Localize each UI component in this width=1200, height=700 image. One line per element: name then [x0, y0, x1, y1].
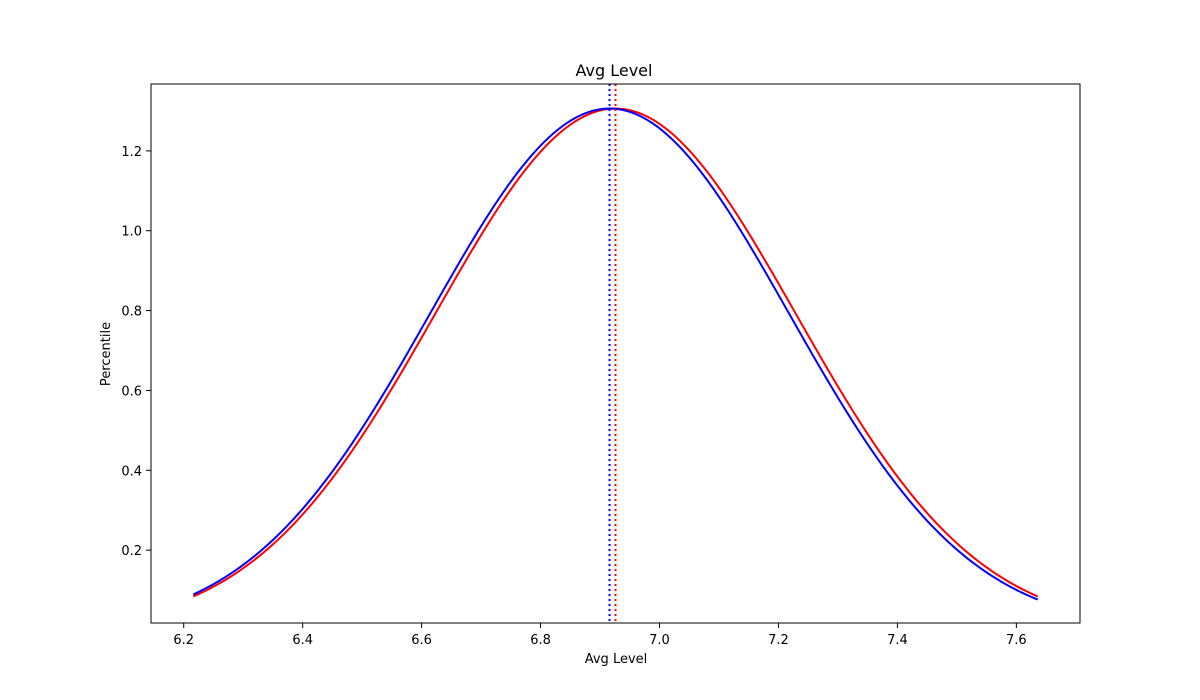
- y-tick-label: 1.2: [121, 145, 142, 160]
- x-tick-label: 6.4: [292, 633, 313, 648]
- series-line-2: [192, 107, 1039, 601]
- x-tick-label: 6.8: [530, 633, 551, 648]
- axes-frame: [150, 83, 1081, 624]
- x-tick-label: 6.2: [173, 633, 194, 648]
- y-tick-label: 0.2: [121, 544, 142, 559]
- y-tick-label: 0.8: [121, 305, 142, 320]
- y-tick-label: 0.4: [121, 464, 142, 479]
- x-axis: 6.2 6.4 6.6 6.8 7.0 7.2 7.4 7.6: [173, 623, 1027, 648]
- x-axis-label: Avg Level: [585, 652, 648, 667]
- y-axis-label: Percentile: [99, 322, 114, 386]
- x-tick-label: 7.6: [1006, 633, 1027, 648]
- y-tick-label: 1.0: [121, 225, 142, 240]
- x-tick-label: 7.0: [649, 633, 670, 648]
- plot-area: [192, 84, 1039, 623]
- y-tick-label: 0.6: [121, 384, 142, 399]
- y-axis: 0.2 0.4 0.6 0.8 1.0 1.2: [121, 145, 151, 559]
- x-tick-label: 7.2: [768, 633, 789, 648]
- chart-title: Avg Level: [576, 61, 653, 80]
- x-tick-label: 6.6: [411, 633, 432, 648]
- x-tick-label: 7.4: [887, 633, 908, 648]
